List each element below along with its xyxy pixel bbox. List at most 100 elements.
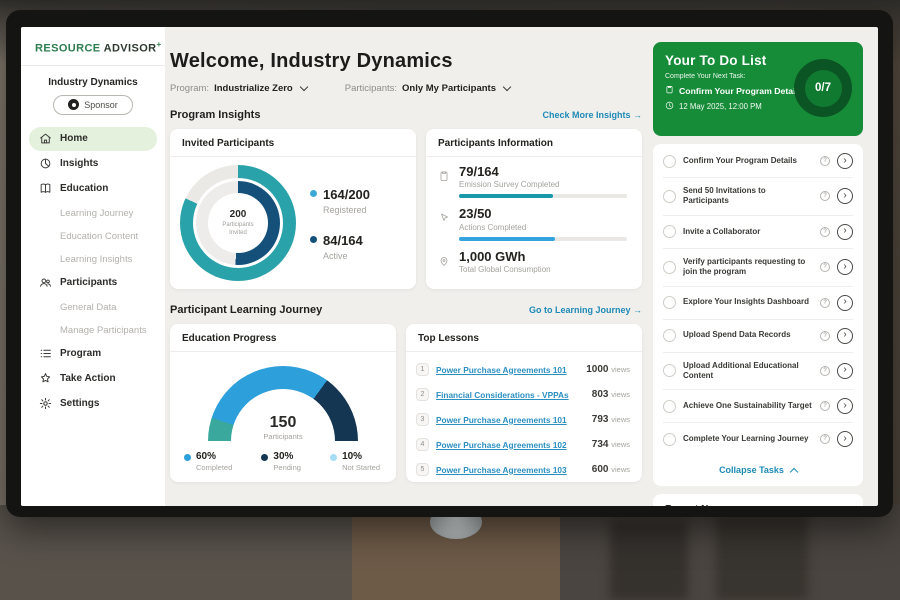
stat-actions-completed: 23/50 Actions Completed xyxy=(438,207,628,242)
chevron-down-icon xyxy=(503,83,511,91)
lesson-row: 4 Power Purchase Agreements 102 734 view… xyxy=(416,432,630,457)
go-to-learning-journey-link[interactable]: Go to Learning Journey → xyxy=(529,305,642,315)
task-row-send-invitations[interactable]: Send 50 Invitations to Participants ? › xyxy=(663,178,853,216)
lesson-link[interactable]: Power Purchase Agreements 103 xyxy=(436,465,585,475)
lesson-link[interactable]: Power Purchase Agreements 101 xyxy=(436,365,579,375)
sidebar-item-label: Education Content xyxy=(60,231,138,242)
chevron-right-icon[interactable]: › xyxy=(837,398,853,414)
logo-text-primary: RESOURCE xyxy=(35,43,101,55)
sidebar-nav: Home Insights Education Learning Journey… xyxy=(21,124,165,420)
donut-center-value: 200 xyxy=(230,209,247,220)
task-checkbox[interactable] xyxy=(663,296,676,309)
learning-journey-cards: Education Progress 150 Participants 60% … xyxy=(170,324,642,482)
page-title: Welcome, Industry Dynamics xyxy=(170,50,642,73)
top-lessons-list: 1 Power Purchase Agreements 101 1000 vie… xyxy=(406,352,642,482)
chevron-right-icon[interactable]: › xyxy=(837,224,853,240)
collapse-tasks-link[interactable]: Collapse Tasks xyxy=(663,455,853,486)
arrow-right-icon: → xyxy=(633,305,642,315)
chevron-right-icon[interactable]: › xyxy=(837,431,853,447)
check-more-insights-link[interactable]: Check More Insights → xyxy=(542,110,642,120)
education-gauge: 150 Participants xyxy=(208,366,358,441)
sponsor-badge: Sponsor xyxy=(53,95,133,115)
sidebar-item-insights[interactable]: Insights xyxy=(29,152,157,176)
program-insights-header: Program Insights Check More Insights → xyxy=(170,109,642,121)
help-icon[interactable]: ? xyxy=(820,434,830,444)
top-lessons-card: Top Lessons 1 Power Purchase Agreements … xyxy=(406,324,642,482)
chevron-down-icon xyxy=(299,83,307,91)
task-row-explore-insights[interactable]: Explore Your Insights Dashboard ? › xyxy=(663,287,853,320)
lesson-link[interactable]: Financial Considerations - VPPAs xyxy=(436,390,585,400)
sidebar-item-manage-participants[interactable]: Manage Participants xyxy=(29,319,157,342)
program-filter-dropdown[interactable]: Program: Industrialize Zero xyxy=(170,83,307,94)
task-row-complete-learning-journey[interactable]: Complete Your Learning Journey ? › xyxy=(663,423,853,455)
lesson-row: 5 Power Purchase Agreements 103 600 view… xyxy=(416,457,630,482)
chevron-right-icon[interactable]: › xyxy=(837,328,853,344)
lesson-row: 3 Power Purchase Agreements 101 793 view… xyxy=(416,407,630,432)
task-checkbox[interactable] xyxy=(663,261,676,274)
task-checkbox[interactable] xyxy=(663,433,676,446)
help-icon[interactable]: ? xyxy=(820,191,830,201)
legend-item-registered: 164/200 Registered xyxy=(310,186,370,215)
lesson-link[interactable]: Power Purchase Agreements 102 xyxy=(436,440,585,450)
chevron-right-icon[interactable]: › xyxy=(837,153,853,169)
lesson-link[interactable]: Power Purchase Agreements 101 xyxy=(436,415,585,425)
participants-filter-dropdown[interactable]: Participants: Only My Participants xyxy=(345,83,510,94)
chevron-right-icon[interactable]: › xyxy=(837,188,853,204)
sidebar-item-participants[interactable]: Participants xyxy=(29,271,157,295)
sidebar-item-learning-insights[interactable]: Learning Insights xyxy=(29,248,157,271)
sidebar-item-settings[interactable]: Settings xyxy=(29,392,157,416)
todo-task-list: Confirm Your Program Details ? › Send 50… xyxy=(653,144,863,486)
sidebar-item-education[interactable]: Education xyxy=(29,177,157,201)
help-icon[interactable]: ? xyxy=(820,401,830,411)
lesson-rank: 4 xyxy=(416,438,429,451)
help-icon[interactable]: ? xyxy=(820,156,830,166)
legend-item-active: 84/164 Active xyxy=(310,232,370,261)
help-icon[interactable]: ? xyxy=(820,262,830,272)
lesson-rank: 5 xyxy=(416,463,429,476)
sidebar-item-home[interactable]: Home xyxy=(29,127,157,151)
task-row-upload-educational-content[interactable]: Upload Additional Educational Content ? … xyxy=(663,353,853,391)
participants-information-card: Participants Information 79/164 Emission… xyxy=(426,129,642,289)
lesson-rank: 2 xyxy=(416,388,429,401)
task-checkbox[interactable] xyxy=(663,155,676,168)
clock-icon xyxy=(665,101,674,112)
sidebar-item-education-content[interactable]: Education Content xyxy=(29,225,157,248)
clipboard-icon xyxy=(438,165,451,200)
participants-information-body: 79/164 Emission Survey Completed 23/50 A… xyxy=(426,157,642,274)
help-icon[interactable]: ? xyxy=(820,227,830,237)
sidebar-item-label: Take Action xyxy=(60,373,116,384)
program-insights-cards: Invited Participants 200 Participants In… xyxy=(170,129,642,289)
help-icon[interactable]: ? xyxy=(820,331,830,341)
task-row-confirm-program[interactable]: Confirm Your Program Details ? › xyxy=(663,145,853,178)
room-background-bottom-left xyxy=(0,505,352,600)
chevron-right-icon[interactable]: › xyxy=(837,259,853,275)
task-checkbox[interactable] xyxy=(663,400,676,413)
card-title: Education Progress xyxy=(170,324,396,352)
task-checkbox[interactable] xyxy=(663,364,676,377)
task-row-upload-spend-data[interactable]: Upload Spend Data Records ? › xyxy=(663,320,853,353)
chevron-right-icon[interactable]: › xyxy=(837,295,853,311)
task-checkbox[interactable] xyxy=(663,225,676,238)
sidebar-item-learning-journey[interactable]: Learning Journey xyxy=(29,202,157,225)
task-row-achieve-target[interactable]: Achieve One Sustainability Target ? › xyxy=(663,390,853,423)
sidebar-item-program[interactable]: Program xyxy=(29,342,157,366)
task-checkbox[interactable] xyxy=(663,190,676,203)
sidebar-item-label: Learning Journey xyxy=(60,208,133,219)
sidebar-item-general-data[interactable]: General Data xyxy=(29,296,157,319)
task-checkbox[interactable] xyxy=(663,329,676,342)
main-content: Welcome, Industry Dynamics Program: Indu… xyxy=(170,27,642,506)
help-icon[interactable]: ? xyxy=(820,298,830,308)
sidebar-item-label: Insights xyxy=(60,158,98,169)
logo-plus: + xyxy=(157,40,162,49)
progress-track xyxy=(459,194,627,198)
chevron-right-icon[interactable]: › xyxy=(837,363,853,379)
lesson-row: 2 Financial Considerations - VPPAs 803 v… xyxy=(416,382,630,407)
invited-ring-outer: 200 Participants Invited xyxy=(180,165,296,281)
progress-track xyxy=(459,237,627,241)
card-title: Top Lessons xyxy=(406,324,642,352)
help-icon[interactable]: ? xyxy=(820,366,830,376)
task-row-verify-participants[interactable]: Verify participants requesting to join t… xyxy=(663,249,853,287)
sidebar-item-take-action[interactable]: Take Action xyxy=(29,367,157,391)
task-row-invite-collaborator[interactable]: Invite a Collaborator ? › xyxy=(663,216,853,249)
stat-global-consumption: 1,000 GWh Total Global Consumption xyxy=(438,250,628,274)
